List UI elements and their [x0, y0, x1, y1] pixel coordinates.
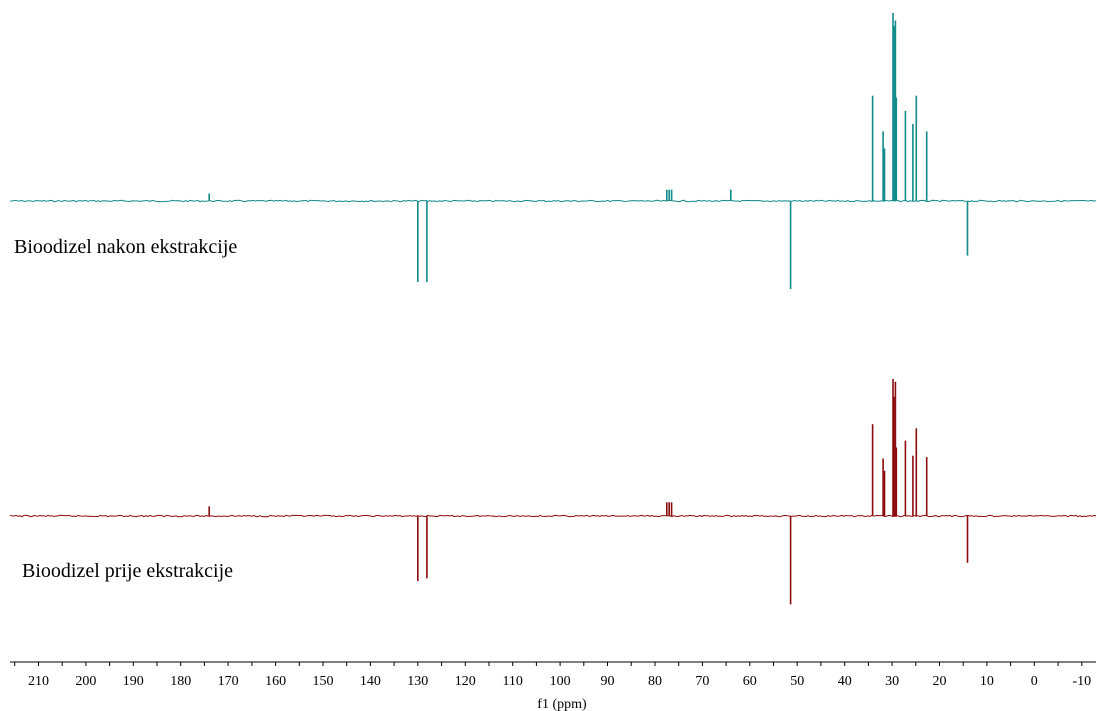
- x-tick-label: 150: [313, 674, 334, 689]
- x-tick-label: 180: [170, 674, 191, 689]
- x-tick-label: 70: [695, 674, 709, 689]
- x-tick-label: -10: [1072, 674, 1091, 689]
- x-tick-label: 10: [980, 674, 994, 689]
- series-label-after: Bioodizel nakon ekstrakcije: [14, 236, 237, 258]
- x-tick-label: 20: [933, 674, 947, 689]
- x-axis: 210 200 190 180 170 160 150 140 130 120 110 100 90 80…: [10, 661, 1096, 689]
- x-tick-label: 30: [885, 674, 899, 689]
- x-tick-label: 120: [455, 674, 476, 689]
- x-tick-label: 170: [218, 674, 239, 689]
- x-tick-label: 200: [75, 674, 96, 689]
- x-tick-label: 80: [648, 674, 662, 689]
- x-tick-label: 50: [790, 674, 804, 689]
- x-tick-label: 40: [838, 674, 852, 689]
- x-tick-label: 210: [28, 674, 49, 689]
- spectrum-series-2: [9, 379, 1097, 605]
- x-axis-title: f1 (ppm): [537, 697, 587, 711]
- spectrum-baseline: [9, 199, 1097, 203]
- x-tick-label: 190: [123, 674, 144, 689]
- x-tick-label: 130: [407, 674, 428, 689]
- series-label-before: Bioodizel prije ekstrakcije: [22, 560, 233, 582]
- x-tick-label: 160: [265, 674, 286, 689]
- spectrum-traces: [9, 13, 1097, 605]
- x-tick-label: 60: [743, 674, 757, 689]
- x-tick-label: 0: [1031, 674, 1038, 689]
- spectrum-series-1: [9, 13, 1097, 289]
- x-tick-label: 90: [601, 674, 615, 689]
- x-tick-label: 100: [550, 674, 571, 689]
- x-tick-label: 110: [502, 674, 522, 689]
- spectrum-baseline: [9, 514, 1097, 518]
- x-tick-label: 140: [360, 674, 381, 689]
